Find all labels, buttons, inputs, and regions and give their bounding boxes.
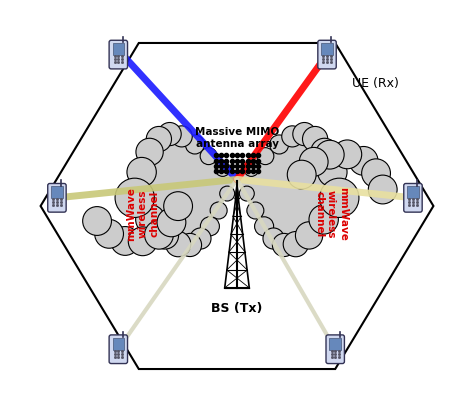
- FancyBboxPatch shape: [48, 183, 66, 212]
- Circle shape: [255, 217, 273, 236]
- Polygon shape: [135, 134, 235, 246]
- Circle shape: [263, 228, 284, 249]
- Polygon shape: [41, 43, 433, 369]
- Circle shape: [171, 126, 192, 147]
- Circle shape: [165, 232, 191, 257]
- Circle shape: [119, 182, 150, 213]
- Circle shape: [95, 220, 124, 248]
- Circle shape: [324, 182, 355, 213]
- Circle shape: [295, 222, 323, 249]
- Circle shape: [273, 233, 296, 257]
- Circle shape: [318, 157, 347, 187]
- FancyBboxPatch shape: [112, 338, 124, 350]
- Circle shape: [244, 162, 259, 176]
- FancyBboxPatch shape: [112, 43, 124, 55]
- Circle shape: [309, 205, 338, 234]
- Circle shape: [220, 186, 235, 201]
- Circle shape: [151, 222, 179, 249]
- Circle shape: [127, 157, 156, 187]
- FancyBboxPatch shape: [329, 338, 341, 350]
- Circle shape: [200, 147, 217, 165]
- Circle shape: [82, 206, 111, 235]
- Circle shape: [164, 192, 192, 220]
- Circle shape: [302, 126, 328, 152]
- Circle shape: [333, 140, 362, 169]
- Circle shape: [190, 228, 211, 249]
- FancyBboxPatch shape: [326, 335, 345, 363]
- Circle shape: [115, 178, 155, 218]
- Circle shape: [287, 160, 316, 189]
- Circle shape: [315, 140, 344, 169]
- Circle shape: [247, 202, 264, 219]
- Polygon shape: [239, 134, 339, 246]
- Circle shape: [257, 147, 274, 165]
- Circle shape: [324, 182, 355, 213]
- Circle shape: [128, 227, 157, 256]
- Circle shape: [111, 227, 139, 255]
- Circle shape: [283, 232, 309, 257]
- FancyBboxPatch shape: [109, 335, 128, 363]
- Circle shape: [136, 205, 165, 234]
- Circle shape: [178, 233, 201, 257]
- Circle shape: [215, 162, 230, 176]
- Circle shape: [145, 220, 173, 249]
- Circle shape: [319, 178, 359, 218]
- Circle shape: [311, 138, 338, 166]
- Circle shape: [210, 202, 227, 219]
- Circle shape: [201, 217, 219, 236]
- Text: UE (Rx): UE (Rx): [352, 77, 399, 90]
- Circle shape: [146, 126, 172, 152]
- Circle shape: [158, 122, 181, 146]
- Circle shape: [293, 122, 316, 146]
- Circle shape: [282, 126, 303, 147]
- Circle shape: [362, 159, 391, 187]
- Circle shape: [239, 186, 254, 201]
- Circle shape: [157, 208, 186, 237]
- Text: mmWave
wireless
channel: mmWave wireless channel: [126, 187, 159, 241]
- FancyBboxPatch shape: [407, 186, 419, 198]
- Circle shape: [299, 147, 328, 176]
- Text: BS (Tx): BS (Tx): [211, 302, 263, 315]
- Circle shape: [270, 135, 289, 154]
- FancyBboxPatch shape: [404, 183, 422, 212]
- Circle shape: [136, 138, 163, 166]
- Text: Massive MIMO
antenna array: Massive MIMO antenna array: [195, 127, 279, 149]
- FancyBboxPatch shape: [51, 186, 63, 198]
- Circle shape: [368, 175, 397, 204]
- FancyBboxPatch shape: [318, 40, 336, 69]
- FancyBboxPatch shape: [321, 43, 333, 55]
- Circle shape: [185, 135, 204, 154]
- Circle shape: [119, 182, 150, 213]
- Circle shape: [349, 147, 378, 175]
- FancyBboxPatch shape: [109, 40, 128, 69]
- Text: mmWave
wireless
channel: mmWave wireless channel: [315, 187, 348, 241]
